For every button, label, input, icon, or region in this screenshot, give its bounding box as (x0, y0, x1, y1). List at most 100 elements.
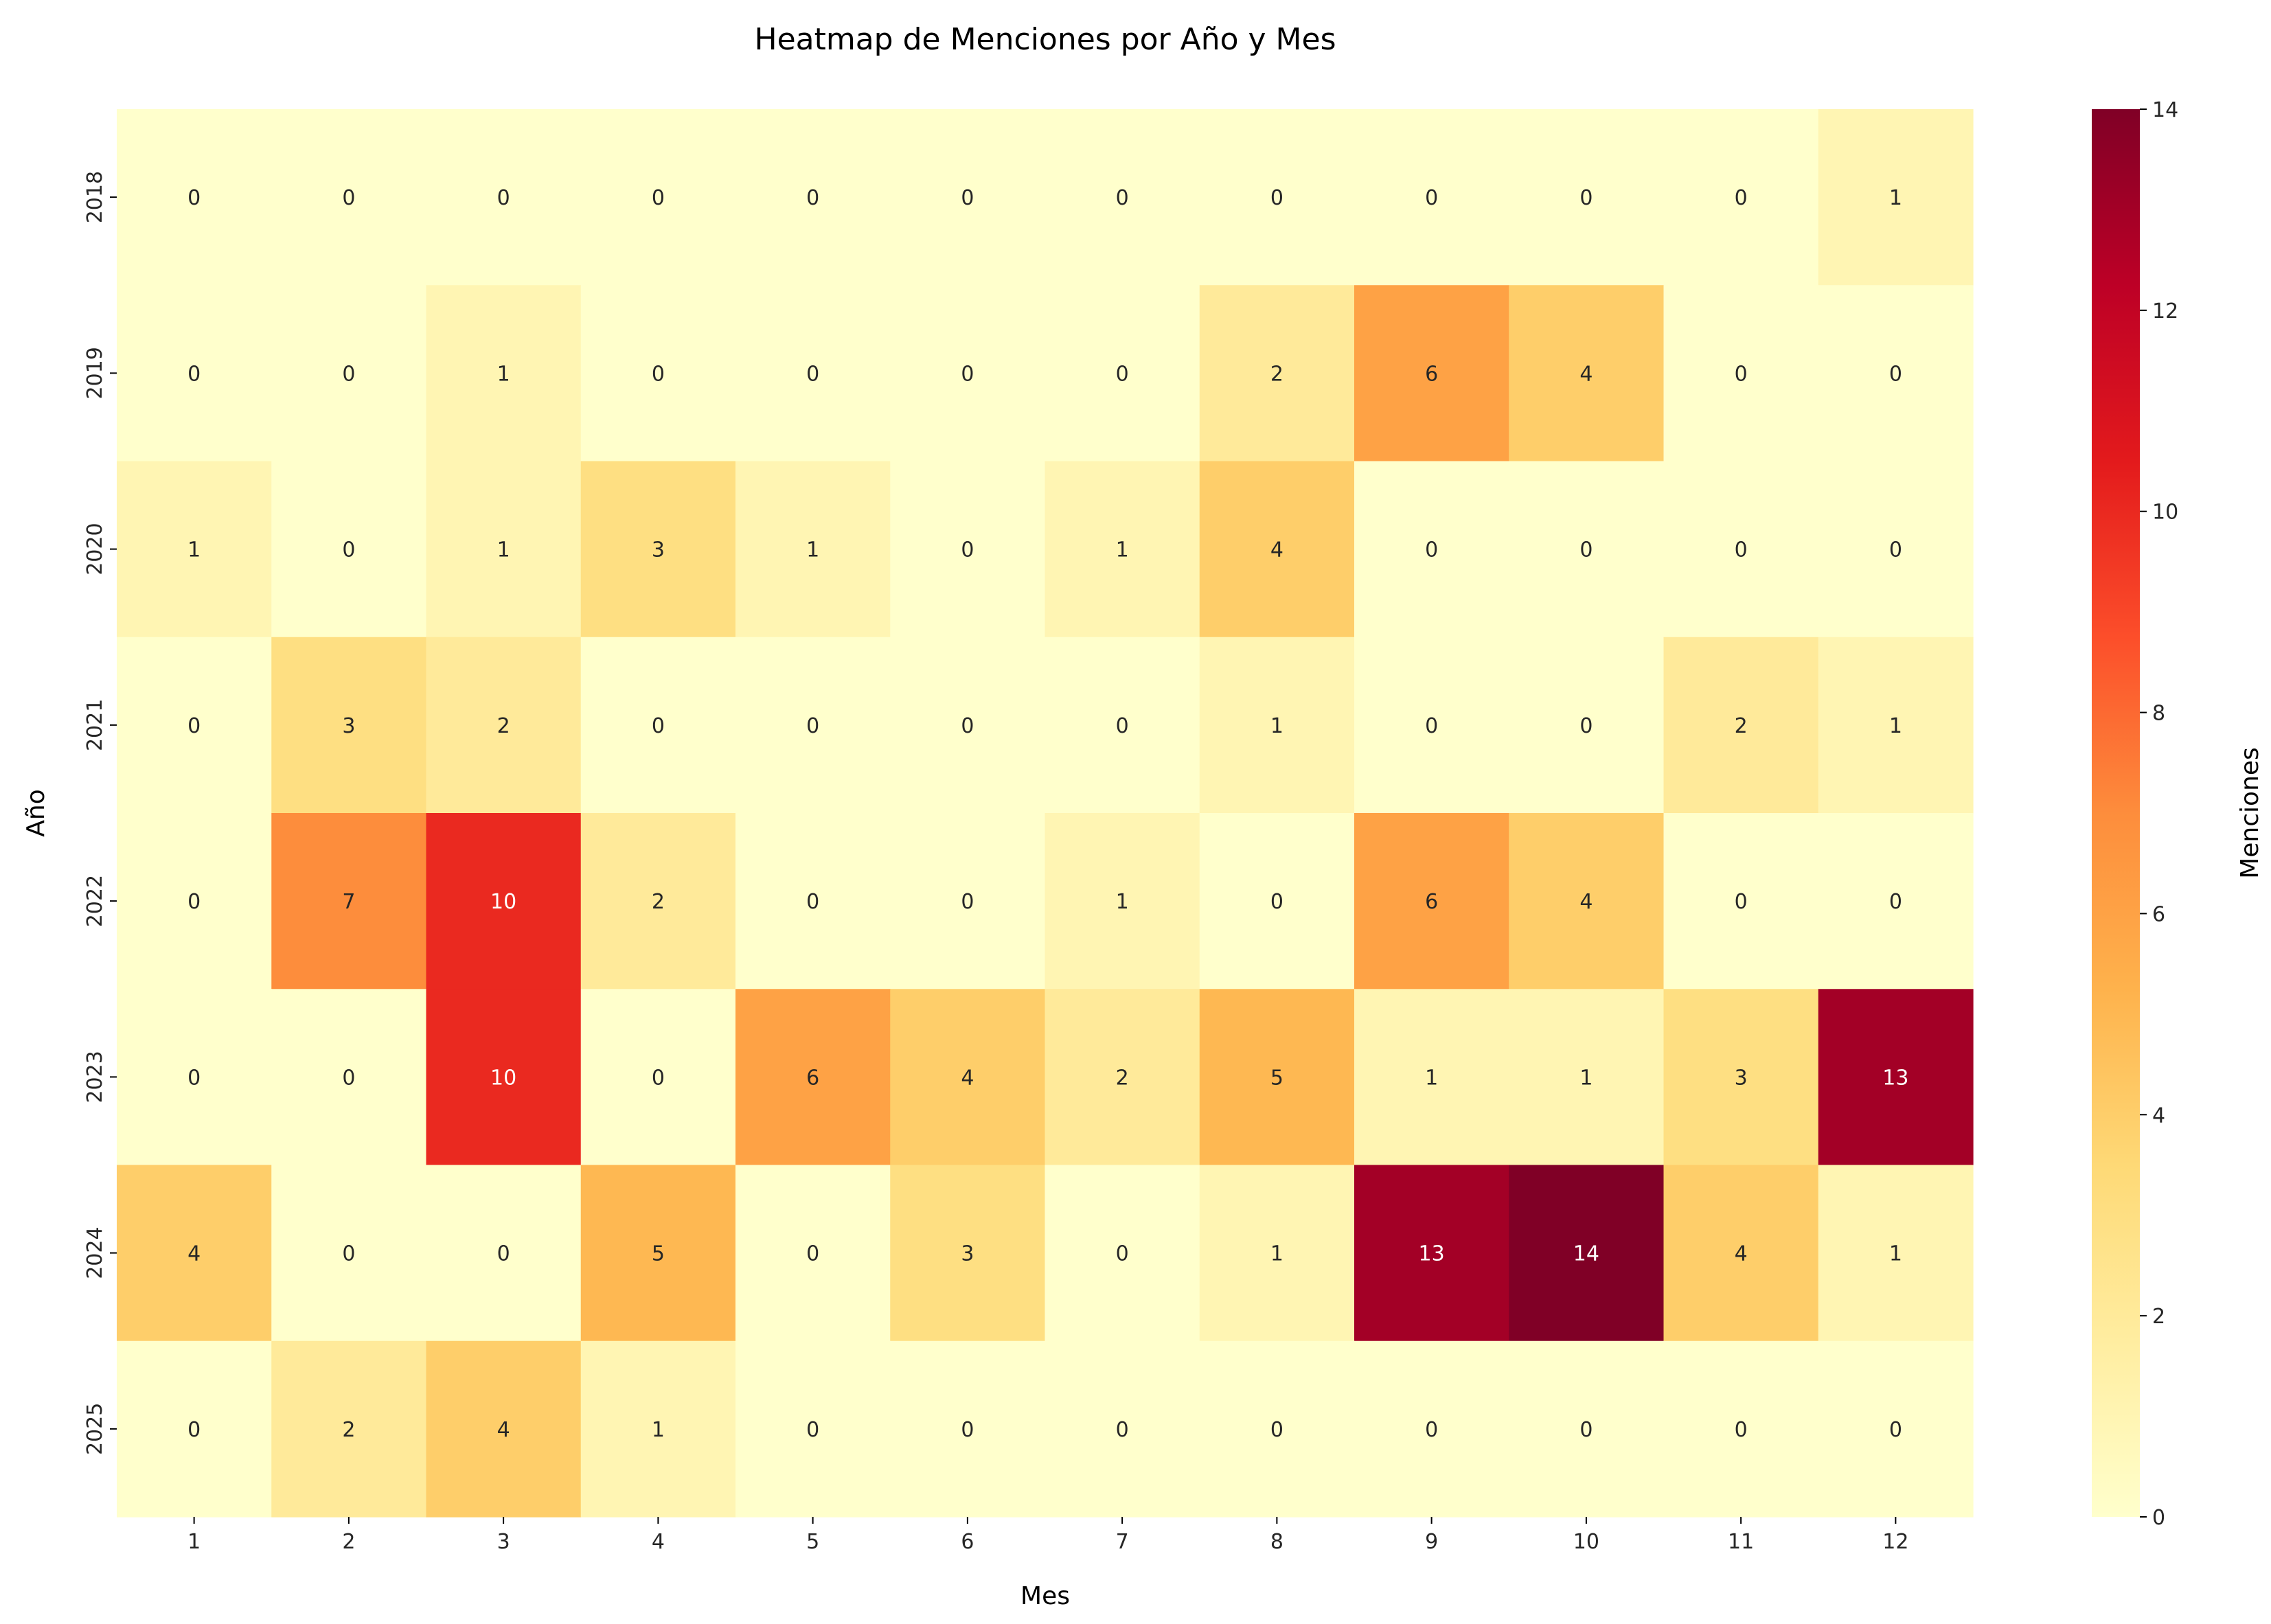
heatmap-cell-2024-3 (426, 1165, 582, 1342)
heatmap-cell-2019-2 (271, 285, 427, 462)
heatmap-cell-2025-11 (1663, 1340, 1819, 1518)
cell-value-label: 0 (806, 186, 819, 210)
heatmap-cell-2023-8 (1199, 989, 1355, 1166)
colorbar-tick-label: 14 (2152, 98, 2178, 122)
cell-value-label: 1 (497, 538, 510, 562)
heatmap-cell-2020-11 (1663, 461, 1819, 638)
x-tick-label: 2 (342, 1530, 355, 1554)
cell-value-label: 7 (342, 890, 355, 914)
y-tick-label: 2023 (83, 1051, 107, 1103)
cell-value-label: 2 (1116, 1066, 1129, 1090)
cell-value-label: 6 (806, 1066, 819, 1090)
heatmap-cell-2018-9 (1354, 109, 1509, 286)
cell-value-label: 0 (1889, 890, 1902, 914)
y-axis-label: Año (22, 789, 50, 836)
cell-value-label: 3 (652, 538, 665, 562)
cell-value-label: 0 (1735, 1418, 1748, 1442)
heatmap-cell-2023-9 (1354, 989, 1509, 1166)
heatmap-cell-2021-9 (1354, 637, 1509, 814)
cell-value-label: 0 (187, 714, 201, 738)
cell-value-label: 0 (652, 714, 665, 738)
heatmap-cell-2019-8 (1199, 285, 1355, 462)
heatmap-cell-2019-3 (426, 285, 582, 462)
colorbar (2092, 109, 2140, 1517)
colorbar-tick-label: 10 (2152, 501, 2178, 525)
heatmap-cell-2020-4 (580, 461, 736, 638)
cell-value-label: 0 (1579, 1418, 1593, 1442)
y-tick-label: 2025 (83, 1403, 107, 1455)
cell-value-label: 0 (961, 890, 974, 914)
heatmap-cell-2025-8 (1199, 1340, 1355, 1518)
heatmap-cell-2022-11 (1663, 813, 1819, 990)
cell-value-label: 4 (961, 1066, 974, 1090)
cell-value-label: 0 (1579, 538, 1593, 562)
cell-value-label: 0 (1425, 1418, 1438, 1442)
colorbar-tick-label: 2 (2152, 1305, 2165, 1329)
heatmap-cell-2019-7 (1045, 285, 1200, 462)
cell-value-label: 0 (187, 1066, 201, 1090)
cell-value-label: 0 (652, 186, 665, 210)
heatmap-cell-2021-8 (1199, 637, 1355, 814)
cell-value-label: 0 (1116, 714, 1129, 738)
heatmap-cell-2025-7 (1045, 1340, 1200, 1518)
y-tick-label: 2021 (83, 699, 107, 751)
cell-value-label: 0 (961, 538, 974, 562)
cell-value-label: 4 (1579, 890, 1593, 914)
heatmap-cell-2022-10 (1509, 813, 1665, 990)
cell-value-label: 0 (806, 362, 819, 386)
cell-value-label: 1 (497, 362, 510, 386)
x-tick-label: 8 (1270, 1530, 1283, 1554)
cell-value-label: 1 (187, 538, 201, 562)
cell-value-label: 0 (1116, 186, 1129, 210)
heatmap-cell-2021-5 (735, 637, 891, 814)
heatmap-cell-2024-4 (580, 1165, 736, 1342)
x-tick-label: 12 (1882, 1530, 1908, 1554)
cell-value-label: 0 (342, 538, 355, 562)
cell-value-label: 0 (806, 1418, 819, 1442)
cell-value-label: 1 (1425, 1066, 1438, 1090)
cell-value-label: 0 (652, 362, 665, 386)
heatmap-cell-2020-1 (117, 461, 272, 638)
cell-value-label: 0 (961, 362, 974, 386)
heatmap-cell-2019-10 (1509, 285, 1665, 462)
cell-value-label: 0 (1270, 890, 1283, 914)
heatmap-cell-2018-8 (1199, 109, 1355, 286)
heatmap-cell-2024-11 (1663, 1165, 1819, 1342)
heatmap-cell-2022-3 (426, 813, 582, 990)
x-tick-label: 9 (1425, 1530, 1438, 1554)
heatmap-cell-2024-6 (890, 1165, 1046, 1342)
cell-value-label: 1 (652, 1418, 665, 1442)
cell-value-label: 10 (490, 1066, 516, 1090)
x-axis-ticks: 1 2 3 4 5 6 7 8 9 10 11 12 (187, 1517, 1908, 1554)
heatmap-cell-2021-1 (117, 637, 272, 814)
heatmap-cell-2020-2 (271, 461, 427, 638)
heatmap-cell-2019-6 (890, 285, 1046, 462)
heatmap-cell-2024-2 (271, 1165, 427, 1342)
heatmap-cell-2021-3 (426, 637, 582, 814)
cell-value-label: 0 (652, 1066, 665, 1090)
cell-value-label: 0 (342, 1242, 355, 1266)
heatmap-cell-2024-5 (735, 1165, 891, 1342)
heatmap-cell-2019-12 (1818, 285, 1974, 462)
cell-value-label: 13 (1419, 1242, 1445, 1266)
cell-value-label: 1 (1116, 890, 1129, 914)
cell-value-label: 0 (1425, 538, 1438, 562)
cell-value-label: 0 (1889, 362, 1902, 386)
heatmap-cell-2019-1 (117, 285, 272, 462)
heatmap-cell-2019-4 (580, 285, 736, 462)
cell-value-label: 0 (187, 1418, 201, 1442)
heatmap-cell-2018-4 (580, 109, 736, 286)
y-axis-ticks: 2018 2019 2020 2021 2022 2023 2024 2025 (83, 171, 117, 1455)
cell-value-label: 0 (1116, 1418, 1129, 1442)
heatmap-cell-2025-4 (580, 1340, 736, 1518)
heatmap-cell-2018-11 (1663, 109, 1819, 286)
heatmap-cell-2021-7 (1045, 637, 1200, 814)
heatmap-cell-2023-2 (271, 989, 427, 1166)
cell-value-label: 10 (490, 890, 516, 914)
cell-value-label: 0 (1735, 362, 1748, 386)
cell-value-label: 0 (961, 1418, 974, 1442)
y-tick-label: 2022 (83, 875, 107, 927)
cell-value-label: 4 (1579, 362, 1593, 386)
heatmap-cell-2022-1 (117, 813, 272, 990)
heatmap-cell-2024-12 (1818, 1165, 1974, 1342)
